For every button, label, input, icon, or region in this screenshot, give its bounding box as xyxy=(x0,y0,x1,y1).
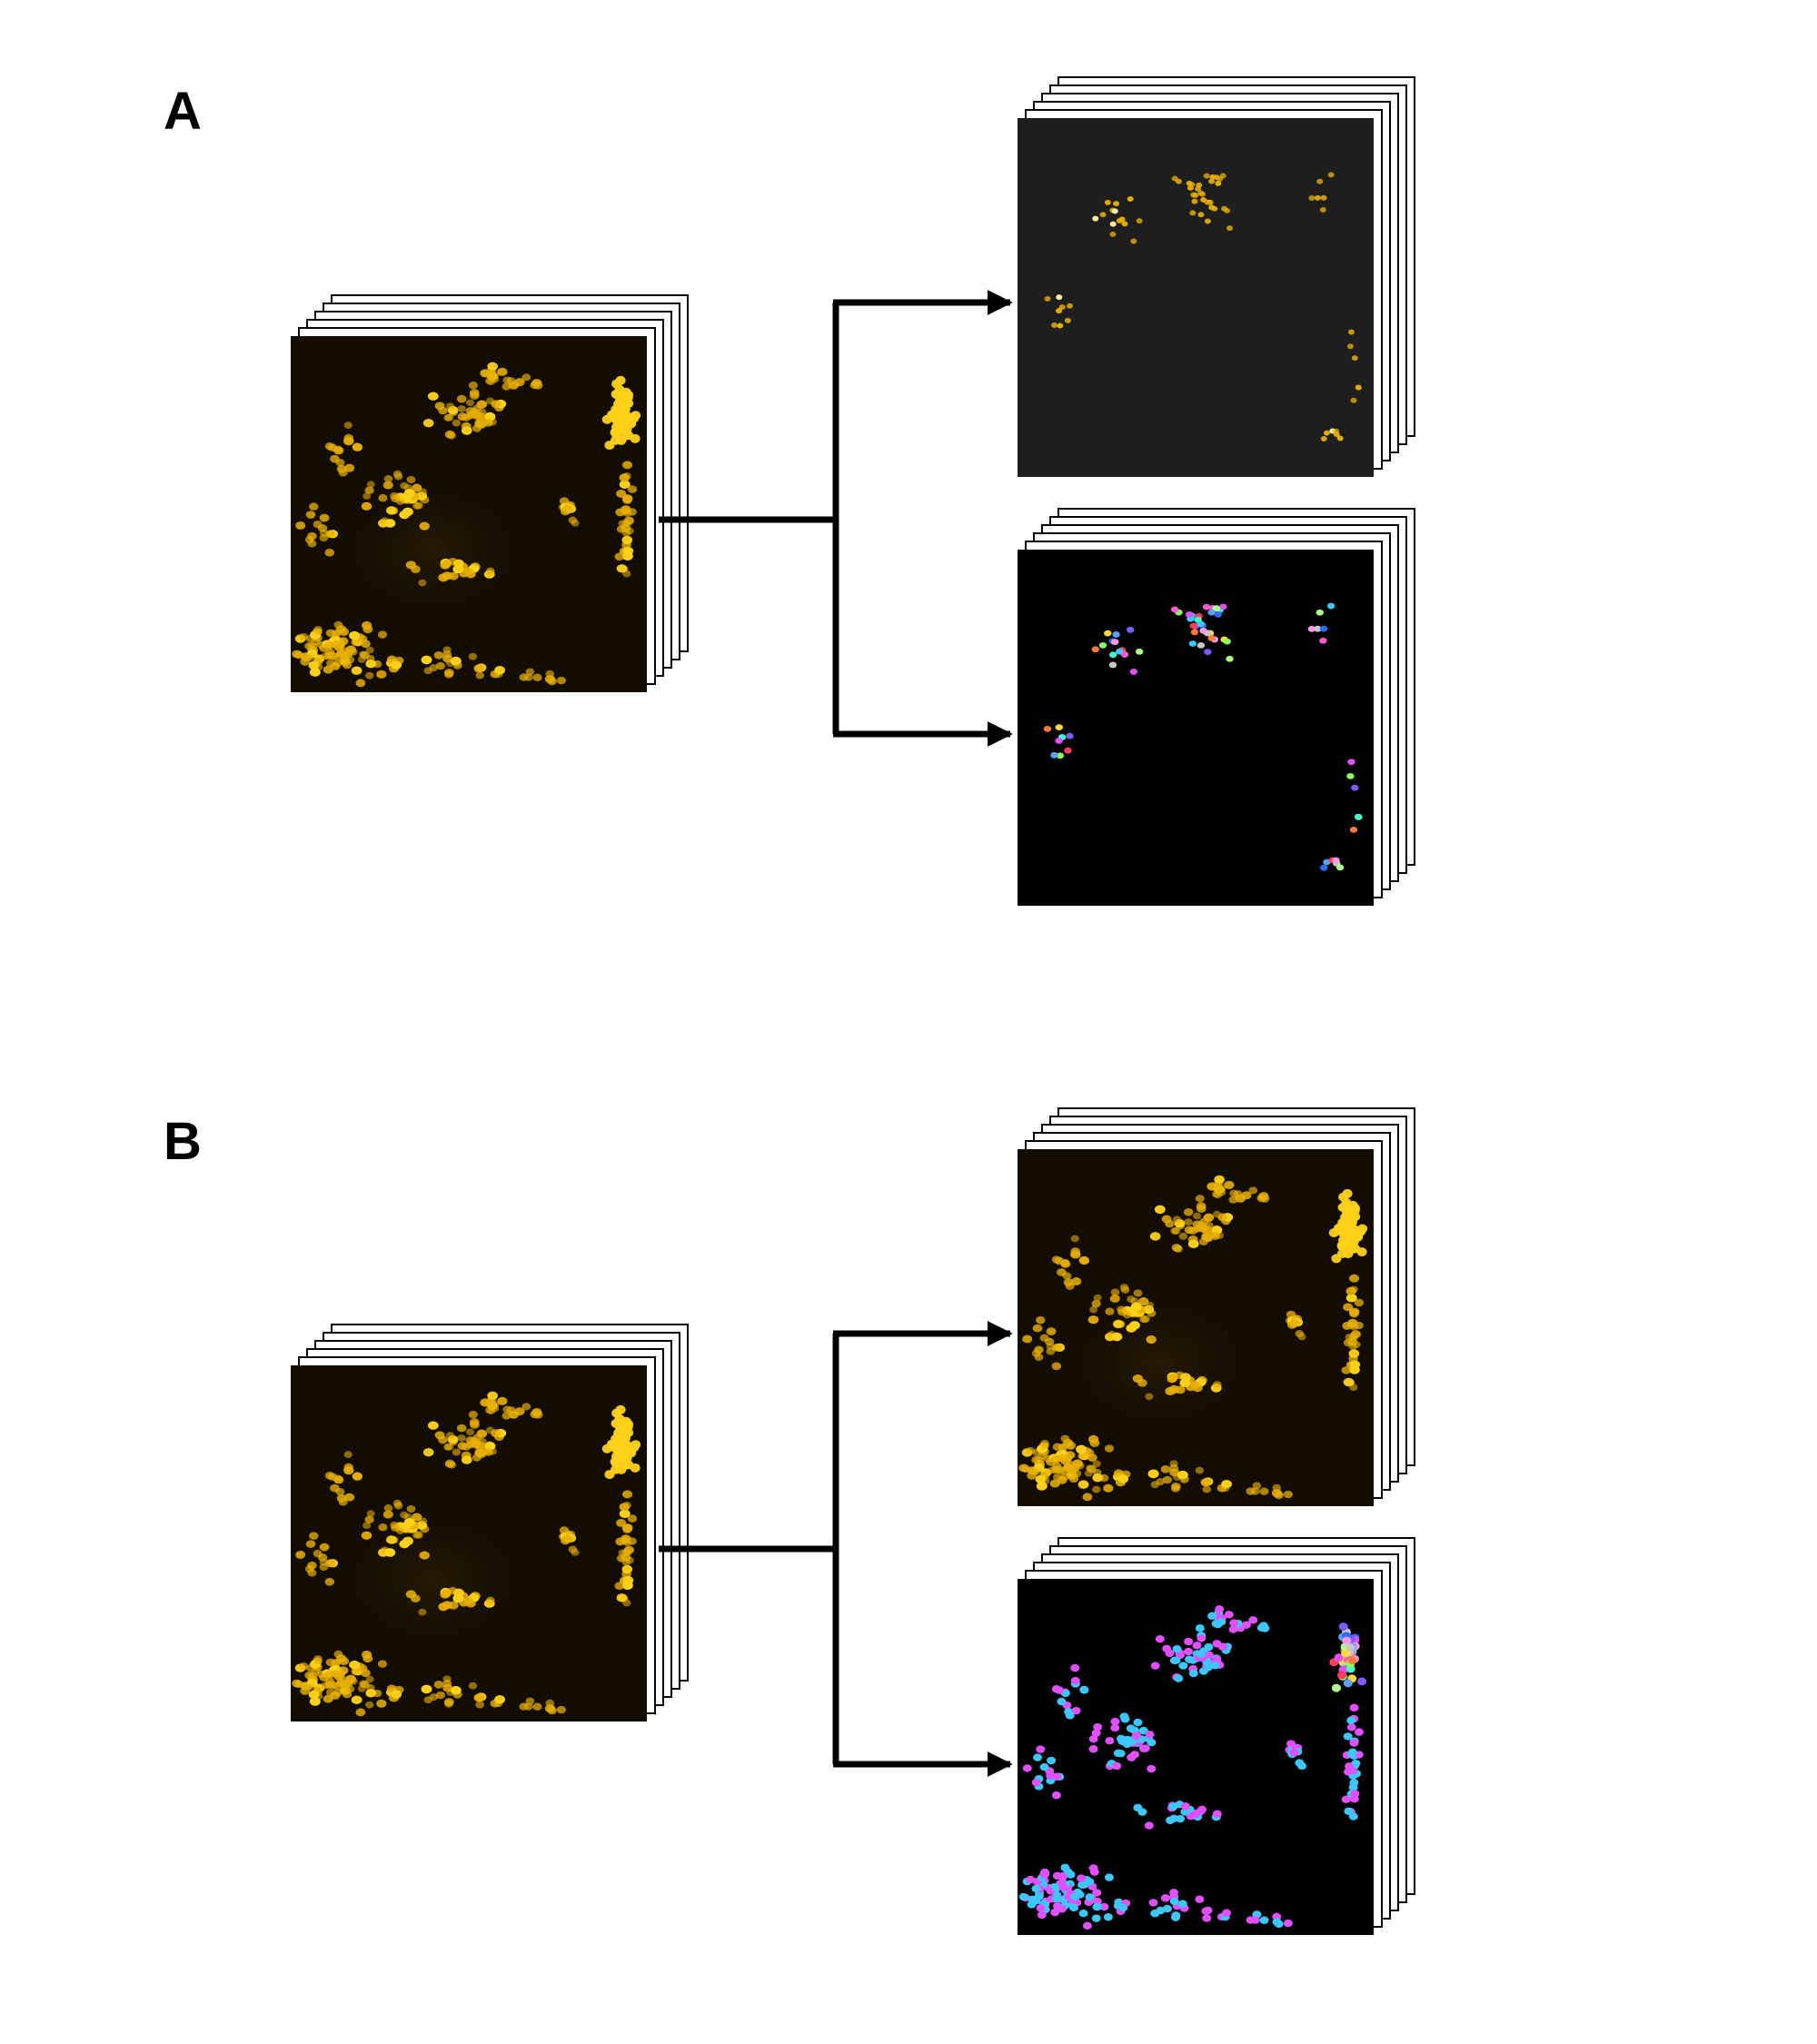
connector-b xyxy=(659,1321,1013,1777)
connector-trunk-b xyxy=(659,1334,839,1764)
connector-a xyxy=(659,290,1013,747)
panel-label-a: A xyxy=(164,82,202,141)
input-stack-b xyxy=(291,1324,689,1722)
output-stack-a-top xyxy=(1018,76,1415,477)
output-image-b-top xyxy=(1018,1149,1374,1506)
image-background xyxy=(1018,550,1374,906)
output-image-a-bottom xyxy=(1018,550,1374,906)
image-background xyxy=(1018,1579,1374,1935)
input-image-b xyxy=(291,1365,647,1722)
output-image-a-top xyxy=(1018,118,1374,477)
input-image-a xyxy=(291,336,647,692)
panel-label-b: B xyxy=(164,1112,202,1171)
output-stack-b-bottom xyxy=(1018,1537,1415,1935)
connector-trunk-a xyxy=(659,303,839,734)
output-stack-b-top xyxy=(1018,1107,1415,1506)
output-image-b-bottom xyxy=(1018,1579,1374,1935)
output-stack-a-bottom xyxy=(1018,508,1415,906)
input-stack-a xyxy=(291,294,689,692)
image-background xyxy=(1018,118,1374,477)
